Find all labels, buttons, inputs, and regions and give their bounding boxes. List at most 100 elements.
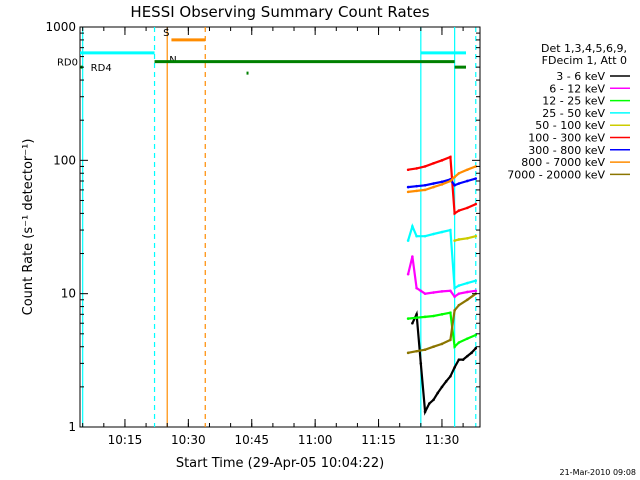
flag-bars: SNRD0RD4	[57, 28, 466, 75]
series-point	[423, 165, 427, 168]
series-point	[449, 375, 452, 378]
x-axis-label: Start Time (29-Apr-05 10:04:22)	[176, 456, 384, 471]
series-point	[466, 237, 469, 240]
series-point	[466, 179, 469, 183]
series-point	[440, 180, 444, 184]
series-point	[432, 162, 435, 165]
series-point	[449, 155, 452, 159]
x-axis-ticks: 10:15 10:30 10:45 11:00 11:15 11:30	[82, 27, 464, 447]
series-point	[432, 182, 435, 185]
series-point	[423, 183, 427, 187]
series-point	[457, 284, 461, 287]
series-point	[423, 188, 427, 192]
series-line	[407, 223, 477, 290]
series-point	[474, 346, 478, 350]
series-point	[457, 292, 461, 295]
series-point	[474, 202, 478, 206]
series-point	[449, 338, 452, 342]
series-point	[466, 290, 469, 294]
series-line	[407, 311, 477, 350]
series-point	[432, 314, 435, 318]
series-line	[454, 235, 477, 242]
series-point	[453, 239, 456, 242]
legend-entry-label: 7000 - 20000 keV	[507, 168, 605, 181]
series-point	[415, 349, 418, 353]
footer-stamp: 21-Mar-2010 09:08	[560, 468, 637, 477]
plot-frame	[79, 26, 481, 428]
legend-entry-label: 12 - 25 keV	[542, 95, 605, 108]
series-point	[474, 289, 478, 293]
series-point	[440, 159, 444, 162]
flag-dot	[246, 71, 249, 75]
series-point	[466, 281, 469, 285]
series-point	[440, 385, 444, 389]
series-point	[411, 225, 414, 228]
x-tick-label: 11:00	[298, 433, 333, 447]
vertical-markers	[82, 27, 477, 427]
series-point	[449, 228, 452, 232]
legend: Det 1,3,4,5,6,9,FDecim 1, Att 0 3 - 6 keV…	[507, 42, 630, 181]
series-point	[415, 286, 418, 290]
series-point	[457, 303, 461, 307]
series-point	[474, 234, 478, 238]
series-point	[453, 286, 456, 290]
series-point	[474, 165, 478, 168]
series-line	[407, 292, 477, 354]
series-point	[411, 321, 414, 325]
series-point	[432, 291, 435, 294]
series-line	[407, 256, 476, 299]
series-point	[470, 351, 473, 355]
x-tick-label: 10:45	[234, 433, 269, 447]
x-tick-label: 10:15	[108, 433, 143, 447]
series-point	[457, 209, 461, 212]
series-point	[453, 295, 456, 298]
y-tick-label: 1	[68, 420, 76, 434]
series-point	[415, 313, 418, 316]
flag-label: RD4	[91, 63, 112, 74]
series-point	[406, 190, 410, 194]
y-tick-label: 10	[61, 287, 76, 301]
series-point	[474, 333, 478, 337]
series-point	[406, 351, 410, 355]
series-point	[423, 234, 427, 238]
series-point	[415, 167, 418, 170]
series-point	[453, 345, 456, 349]
legend-entry-label: 100 - 300 keV	[528, 132, 605, 145]
series-point	[449, 311, 452, 314]
series-point	[440, 183, 444, 186]
y-axis-ticks: 1 10 100 1000	[45, 20, 480, 434]
series-point	[457, 341, 461, 344]
series-point	[453, 212, 456, 215]
series-point	[415, 184, 418, 188]
series-point	[432, 398, 435, 402]
series-point	[457, 238, 461, 241]
series-point	[406, 168, 410, 172]
series-point	[449, 289, 452, 293]
series-point	[406, 272, 410, 276]
series-point	[466, 337, 469, 340]
flag-label: S	[163, 28, 169, 39]
legend-entry-label: 6 - 12 keV	[549, 82, 605, 95]
chart-title: HESSI Observing Summary Count Rates	[130, 3, 429, 21]
series-lines	[406, 155, 478, 416]
legend-entry-label: 3 - 6 keV	[556, 70, 605, 83]
series-point	[423, 292, 427, 295]
series-point	[423, 348, 427, 351]
series-point	[406, 185, 410, 189]
legend-entry-label: 50 - 100 keV	[535, 119, 605, 132]
legend-header: FDecim 1, Att 0	[542, 54, 627, 67]
series-point	[415, 234, 418, 238]
series-point	[453, 366, 456, 369]
series-point	[415, 316, 418, 320]
series-point	[406, 317, 410, 320]
series-point	[461, 358, 465, 361]
series-line	[407, 165, 477, 193]
y-tick-label: 1000	[45, 20, 76, 34]
series-point	[474, 177, 478, 180]
series-point	[444, 380, 448, 383]
series-point	[411, 255, 414, 258]
series-point	[423, 315, 427, 319]
series-point	[427, 402, 431, 405]
series-point	[453, 183, 456, 187]
